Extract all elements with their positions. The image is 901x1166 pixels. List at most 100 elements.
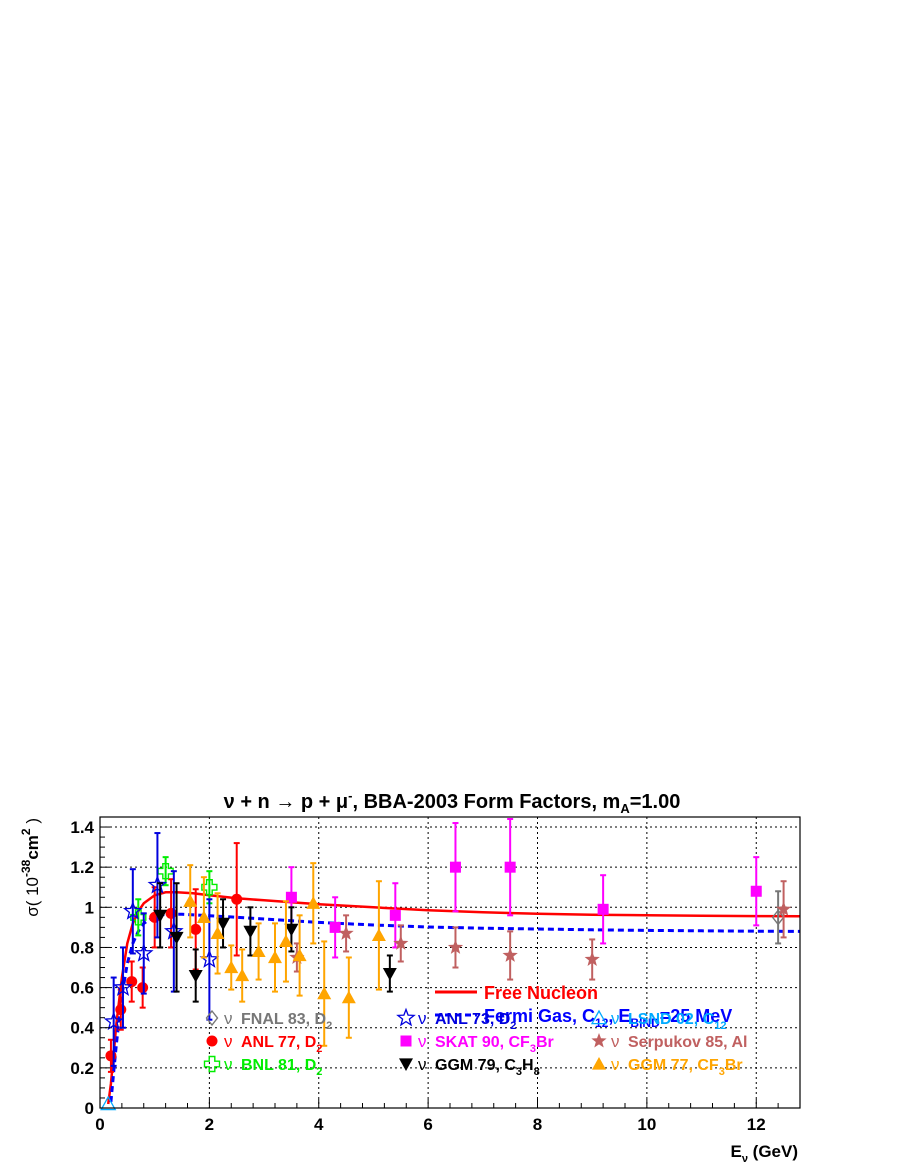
data-point-ggm-79-c3h8: [284, 923, 299, 937]
legend-marker: [206, 1035, 218, 1047]
data-point-skat-90-cf3br: [389, 909, 401, 921]
data-point-anl-73-d2: [113, 977, 133, 996]
legend-fermi-gas-label: Fermi Gas, C12, EBIND=25 MeV: [484, 1006, 732, 1030]
legend-nu-symbol: ν: [224, 1009, 233, 1028]
data-point-anl-77-d2: [137, 982, 149, 994]
data-point-serpukov-85-al: [338, 925, 354, 940]
data-point-ggm-79-c3h8: [382, 967, 397, 981]
legend-entry: ν GGM 79, C3H8: [399, 1055, 540, 1078]
legend-label: BNL 81, D2: [241, 1057, 322, 1078]
y-tick-label: 1.2: [70, 858, 94, 877]
data-point-anl-77-d2: [115, 1004, 127, 1016]
legend-label: GGM 77, CF3Br: [628, 1057, 743, 1078]
y-tick-label: 0.4: [70, 1019, 94, 1038]
x-axis-label: Eν (GeV): [730, 1142, 798, 1165]
legend-entry: ν ANL 77, D2: [206, 1032, 322, 1055]
legend-nu-symbol: ν: [611, 1009, 620, 1028]
data-point-ggm-77-cf3br: [210, 926, 225, 939]
y-tick-label: 1: [85, 898, 94, 917]
data-point-ggm-79-c3h8: [169, 931, 184, 945]
data-point-serpukov-85-al: [584, 951, 600, 966]
legend-nu-symbol: ν: [224, 1032, 233, 1051]
data-point-anl-73-d2: [103, 1011, 124, 1031]
data-point-ggm-79-c3h8: [188, 969, 203, 983]
x-tick-label: 4: [314, 1115, 324, 1134]
data-point-skat-90-cf3br: [329, 921, 341, 933]
legend-label: LSND 02, C12: [628, 1011, 727, 1032]
legend-nu-symbol: ν: [611, 1032, 620, 1051]
legend-label: ANL 73, D2: [435, 1011, 516, 1032]
axis-labels: Eν (GeV) σ( 10-38cm2 ): [19, 818, 798, 1165]
data-point-anl-77-d2: [190, 923, 202, 935]
y-axis-label: σ( 10-38cm2 ): [19, 818, 42, 917]
data-point-lsnd-02-c12: [100, 1095, 117, 1111]
data-point-skat-90-cf3br: [449, 861, 461, 873]
x-tick-label: 6: [423, 1115, 432, 1134]
legend-marker: [205, 1009, 219, 1027]
legend-entry: ν FNAL 83, D2: [205, 1009, 332, 1032]
data-point-anl-73-d2: [122, 900, 143, 920]
data-point-anl-77-d2: [231, 893, 243, 905]
data-point-skat-90-cf3br: [597, 903, 609, 915]
title-text: ν + n → p + μ-, BBA-2003 Form Factors, m…: [224, 788, 681, 816]
legend-label: SKAT 90, CF3Br: [435, 1034, 554, 1055]
data-point-ggm-77-cf3br: [251, 944, 266, 958]
data-point-ggm-77-cf3br: [306, 896, 321, 909]
legend-entry: ν GGM 77, CF3Br: [592, 1055, 743, 1078]
legend-label: ANL 77, D2: [241, 1034, 322, 1055]
legend-curves: Free Nucleon Fermi Gas, C12, EBIND=25 MeV: [435, 983, 732, 1030]
data-points: [100, 818, 792, 1111]
y-tick-label: 1.4: [70, 818, 94, 837]
y-tick-label: 0: [85, 1099, 94, 1118]
data-point-anl-73-d2: [133, 943, 154, 962]
legend-marker: [396, 1007, 416, 1027]
y-tick-label: 0.6: [70, 979, 94, 998]
legend-label: Serpukov 85, Al: [628, 1034, 747, 1051]
data-point-skat-90-cf3br: [504, 861, 516, 873]
legend-nu-symbol: ν: [224, 1055, 233, 1074]
data-point-ggm-79-c3h8: [216, 917, 231, 931]
data-point-skat-90-cf3br: [750, 885, 762, 897]
legend-label: FNAL 83, D2: [241, 1011, 332, 1032]
x-tick-label: 12: [747, 1115, 766, 1134]
legend-entry: ν SKAT 90, CF3Br: [400, 1032, 554, 1055]
legend-nu-symbol: ν: [418, 1055, 427, 1074]
x-tick-label: 0: [95, 1115, 104, 1134]
legend-data-sets: ν FNAL 83, D2 ν ANL 73, D2 ν LSND 02, C12 ν ANL…: [203, 1007, 747, 1078]
data-point-ggm-77-cf3br: [196, 910, 211, 923]
data-point-ggm-77-cf3br: [278, 934, 293, 948]
data-point-serpukov-85-al: [447, 939, 464, 954]
data-point-ggm-77-cf3br: [235, 968, 250, 982]
data-point-ggm-77-cf3br: [268, 950, 282, 964]
data-point-serpukov-85-al: [393, 935, 409, 950]
data-point-ggm-77-cf3br: [371, 928, 386, 942]
chart-title: ν + n → p + μ-, BBA-2003 Form Factors, m…: [224, 788, 681, 816]
x-tick-label: 2: [205, 1115, 214, 1134]
data-point-serpukov-85-al: [776, 901, 792, 916]
data-point-bnl-81-d2: [130, 909, 147, 926]
data-point-anl-77-d2: [105, 1050, 117, 1062]
data-point-ggm-79-c3h8: [243, 925, 258, 939]
data-point-ggm-77-cf3br: [224, 960, 239, 974]
legend-marker: [590, 1009, 608, 1025]
legend-marker: [591, 1033, 607, 1048]
y-tick-label: 0.2: [70, 1059, 94, 1078]
data-point-anl-73-d2: [147, 874, 168, 894]
data-point-ggm-77-cf3br: [183, 894, 198, 907]
axis-ticks: 0 2 4 6 8 10 12 0 0.2 0.4 0.6 0.8 1 1.2 1.4: [70, 818, 801, 1134]
data-point-serpukov-85-al: [502, 947, 518, 962]
legend-nu-symbol: ν: [611, 1055, 620, 1074]
y-tick-label: 0.8: [70, 938, 94, 957]
data-point-anl-77-d2: [165, 907, 177, 919]
data-point-fnal-83-d2: [771, 909, 785, 926]
data-point-ggm-77-cf3br: [317, 986, 332, 1000]
data-point-skat-90-cf3br: [285, 891, 297, 903]
legend-free-nucleon-label: Free Nucleon: [484, 983, 598, 1003]
legend-marker: [399, 1058, 413, 1071]
legend-entry: ν Serpukov 85, Al: [591, 1032, 747, 1051]
x-tick-label: 8: [533, 1115, 542, 1134]
data-point-ggm-77-cf3br: [341, 990, 356, 1004]
data-point-bnl-81-d2: [201, 879, 218, 896]
data-point-ggm-79-c3h8: [153, 909, 168, 923]
